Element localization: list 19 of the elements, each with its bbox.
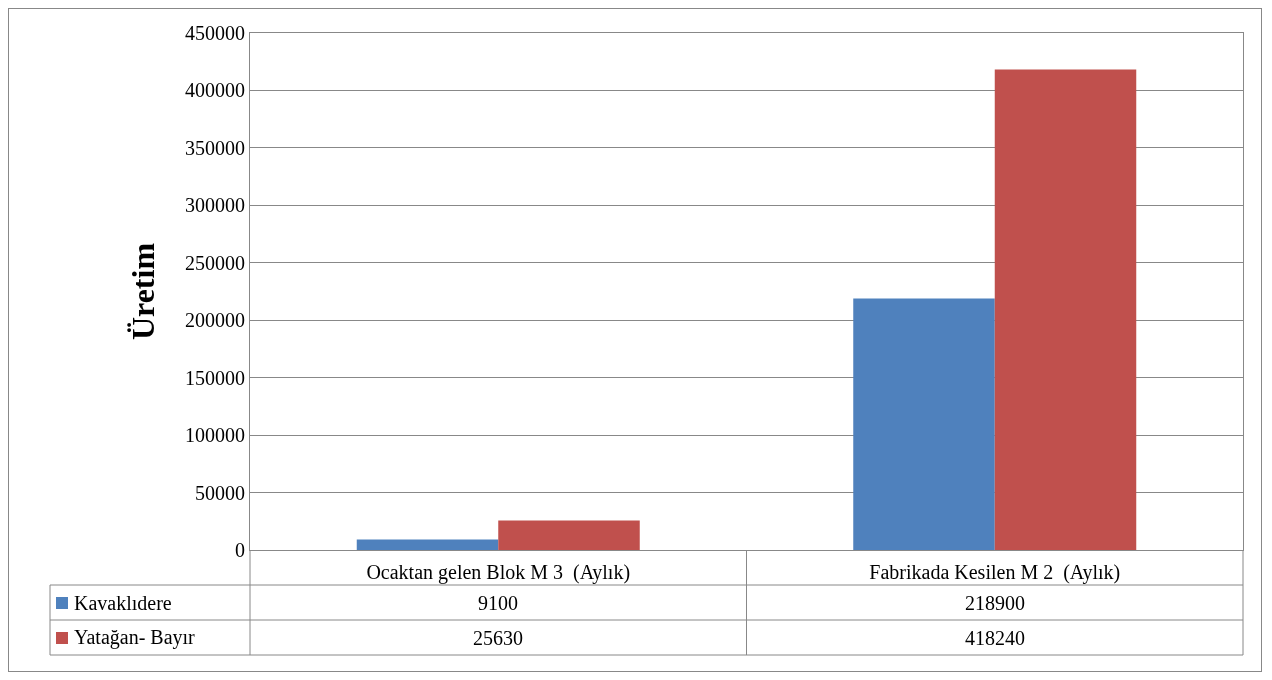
x-tick-label: Ocaktan gelen Blok M 3 (Aylık) <box>366 561 631 584</box>
y-tick-label: 300000 <box>185 194 245 217</box>
y-axis-title: Üretim <box>125 242 162 341</box>
y-tick-label: 350000 <box>185 136 245 159</box>
legend-label: Yatağan- Bayır <box>74 626 196 649</box>
y-tick-label: 200000 <box>185 309 245 332</box>
data-label: 418240 <box>965 627 1025 649</box>
y-tick-label: 50000 <box>195 481 245 504</box>
y-tick-label: 250000 <box>185 251 245 274</box>
legend-label: Kavaklıdere <box>74 592 172 614</box>
y-tick-label: 450000 <box>185 22 245 44</box>
y-tick-label: 0 <box>235 539 245 561</box>
y-tick-label: 400000 <box>185 79 245 102</box>
data-label: 9100 <box>478 592 518 614</box>
data-label: 218900 <box>965 592 1025 614</box>
x-tick-label: Fabrikada Kesilen M 2 (Aylık) <box>869 561 1121 584</box>
data-label: 25630 <box>473 627 523 649</box>
y-tick-label: 100000 <box>185 424 245 447</box>
y-tick-label: 150000 <box>185 366 245 389</box>
